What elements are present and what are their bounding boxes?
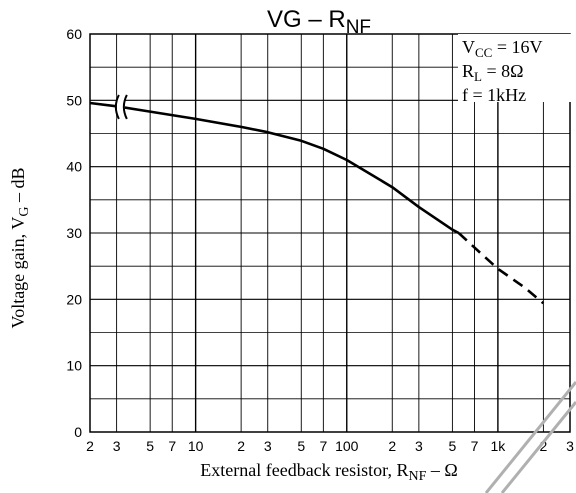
x-tick-label: 3 <box>264 438 272 454</box>
x-tick-label: 5 <box>297 438 305 454</box>
y-tick-label: 40 <box>66 159 82 175</box>
plot-frame <box>89 33 571 433</box>
y-axis-label-unit: – dB <box>8 168 28 207</box>
x-tick-labels: 2 3 5 7 10 2 3 5 7 100 2 3 5 7 1k 2 3 <box>86 438 574 454</box>
x-tick-label: 100 <box>335 438 359 454</box>
x-tick-label: 10 <box>188 438 204 454</box>
x-tick-label: 5 <box>449 438 457 454</box>
condition-main: f = 1kHz <box>462 85 526 105</box>
condition-value: = 16V <box>492 37 542 57</box>
x-axis-label-main: External feedback resistor, R <box>200 460 408 480</box>
x-tick-label: 3 <box>566 438 574 454</box>
scan-artifact-lines <box>484 381 576 493</box>
condition-sub: L <box>474 69 482 84</box>
condition-line: f = 1kHz <box>462 85 526 105</box>
y-tick-label: 30 <box>66 225 82 241</box>
y-tick-label: 0 <box>74 424 82 440</box>
y-tick-label: 20 <box>66 291 82 307</box>
x-axis-label: External feedback resistor, RNF – Ω <box>200 460 458 484</box>
y-tick-label: 10 <box>66 358 82 374</box>
condition-main: R <box>462 61 474 81</box>
axis-break-stroke <box>114 94 120 120</box>
chart-title-sub: NF <box>346 17 371 38</box>
condition-line: RL = 8Ω <box>462 61 524 84</box>
condition-value: = 8Ω <box>482 61 524 81</box>
x-tick-label: 7 <box>471 438 479 454</box>
condition-main: V <box>462 37 475 57</box>
x-tick-label: 1k <box>490 438 506 454</box>
gain-curve-dashed <box>457 232 545 305</box>
grid <box>89 33 571 433</box>
y-axis-label: Voltage gain, VG – dB <box>8 168 32 329</box>
conditions-box-bg <box>458 34 572 102</box>
y-axis-label-main: Voltage gain, V <box>8 217 28 329</box>
axis-break-stroke <box>122 94 128 120</box>
y-axis-label-sub: G <box>17 207 32 217</box>
x-tick-label: 7 <box>168 438 176 454</box>
y-tick-label: 50 <box>66 92 82 108</box>
x-tick-label: 2 <box>86 438 94 454</box>
gain-curve-solid <box>89 101 460 235</box>
chart-title: VG – RNF <box>267 6 371 38</box>
y-tick-labels: 0 10 20 30 40 50 60 <box>66 26 82 440</box>
x-axis-label-unit: – Ω <box>426 460 457 480</box>
condition-sub: CC <box>475 45 492 60</box>
x-tick-label: 3 <box>415 438 423 454</box>
x-tick-label: 2 <box>388 438 396 454</box>
y-tick-label: 60 <box>66 26 82 42</box>
x-axis-label-sub: NF <box>408 469 426 484</box>
x-tick-label: 7 <box>319 438 327 454</box>
axis-break-gap <box>116 94 125 119</box>
axis-break-mark <box>114 94 128 120</box>
condition-line: VCC = 16V <box>462 37 543 60</box>
x-tick-label: 5 <box>146 438 154 454</box>
x-tick-label: 2 <box>539 438 547 454</box>
x-tick-label: 3 <box>113 438 121 454</box>
chart-title-main: VG – R <box>267 6 346 33</box>
series-group <box>89 101 545 305</box>
x-tick-label: 2 <box>237 438 245 454</box>
